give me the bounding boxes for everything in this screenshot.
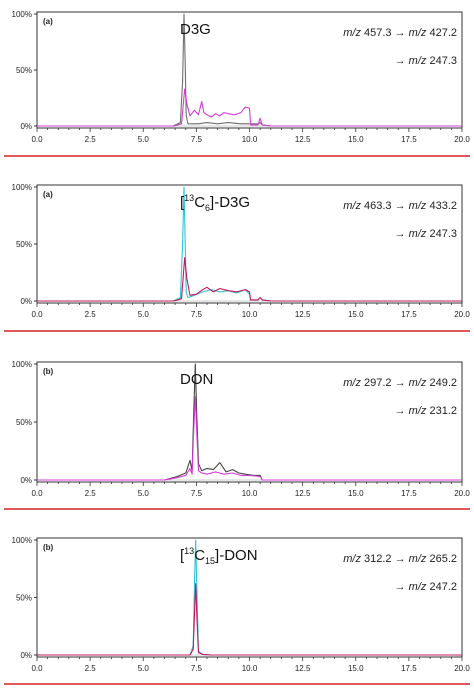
x-tick-label: 15.0 [348, 664, 364, 673]
panel-label: (a) [43, 190, 53, 199]
x-tick-label: 5.0 [138, 489, 150, 498]
x-tick-label: 15.0 [348, 310, 364, 319]
x-tick-label: 7.5 [191, 310, 203, 319]
y-tick-label: 50% [16, 240, 32, 249]
transition-line-1: m/z 297.2 → m/z 249.2 [343, 377, 457, 389]
y-tick-label: 100% [12, 183, 32, 192]
y-tick-label: 100% [12, 360, 32, 369]
transition-line-1: m/z 457.3 → m/z 427.2 [343, 27, 457, 39]
panel-label: (b) [43, 543, 54, 552]
compound-label: DON [180, 371, 213, 388]
chart-panel-1: 0% 50% 100% 0.0 2.5 5.0 7.5 10.0 12.5 15.0 17.5 20.… [4, 10, 470, 157]
y-tick-label: 50% [16, 418, 32, 427]
chart-panel-2: 0% 50% 100% 0.0 2.5 5.0 7.5 10.0 12.5 15.0 17.5 20.… [4, 183, 470, 332]
transition-line-2: → m/z 247.2 [395, 581, 457, 593]
series-trace-2 [37, 257, 462, 302]
y-tick-label: 0% [20, 476, 32, 485]
y-tick-label: 0% [20, 122, 32, 131]
x-tick-label: 17.5 [401, 310, 417, 319]
x-tick-label: 17.5 [401, 135, 417, 144]
x-tick-label: 0.0 [31, 664, 43, 673]
x-tick-label: 10.0 [242, 664, 258, 673]
compound-label: [13C6]-D3G [180, 193, 250, 213]
x-tick-label: 20.0 [454, 310, 470, 319]
transition-line-1: m/z 312.2 → m/z 265.2 [343, 553, 457, 565]
compound-label: D3G [180, 21, 211, 38]
panel-label: (b) [43, 367, 54, 376]
y-tick-label: 50% [16, 66, 32, 75]
y-tick-label: 0% [20, 651, 32, 660]
x-tick-label: 10.0 [242, 489, 258, 498]
x-tick-label: 20.0 [454, 135, 470, 144]
x-tick-label: 5.0 [138, 310, 150, 319]
chart-panel-3: 0% 50% 100% 0.0 2.5 5.0 7.5 10.0 12.5 15.0 17.5 20.… [4, 360, 470, 510]
chart-panel-4: 0% 50% 100% 0.0 2.5 5.0 7.5 10.0 12.5 15.0 17.5 20.… [4, 536, 470, 685]
x-tick-label: 12.5 [295, 664, 311, 673]
x-tick-label: 0.0 [31, 135, 43, 144]
x-tick-label: 20.0 [454, 664, 470, 673]
y-tick-label: 0% [20, 297, 32, 306]
x-tick-label: 0.0 [31, 310, 43, 319]
compound-label: [13C15]-DON [180, 546, 258, 566]
transition-line-2: → m/z 231.2 [395, 405, 457, 417]
series-trace-1 [37, 363, 462, 481]
x-tick-label: 5.0 [138, 664, 150, 673]
x-tick-label: 2.5 [85, 135, 97, 144]
transition-line-2: → m/z 247.3 [395, 55, 457, 67]
y-tick-label: 100% [12, 10, 32, 19]
x-tick-label: 2.5 [85, 310, 97, 319]
x-tick-label: 2.5 [85, 489, 97, 498]
series-trace-2 [37, 88, 462, 127]
x-tick-label: 12.5 [295, 489, 311, 498]
y-tick-label: 100% [12, 536, 32, 545]
x-tick-label: 12.5 [295, 135, 311, 144]
x-tick-label: 12.5 [295, 310, 311, 319]
transition-line-2: → m/z 247.3 [395, 228, 457, 240]
x-tick-label: 10.0 [242, 310, 258, 319]
x-tick-label: 7.5 [191, 489, 203, 498]
x-tick-label: 20.0 [454, 489, 470, 498]
x-tick-label: 7.5 [191, 135, 203, 144]
x-tick-label: 10.0 [242, 135, 258, 144]
x-tick-label: 17.5 [401, 664, 417, 673]
x-tick-label: 15.0 [348, 489, 364, 498]
series-trace-1 [37, 13, 462, 127]
series-trace-2 [37, 395, 462, 481]
transition-line-1: m/z 463.3 → m/z 433.2 [343, 200, 457, 212]
x-tick-label: 7.5 [191, 664, 203, 673]
y-tick-label: 50% [16, 594, 32, 603]
x-tick-label: 15.0 [348, 135, 364, 144]
x-tick-label: 2.5 [85, 664, 97, 673]
series-trace-2 [37, 583, 462, 656]
x-tick-label: 0.0 [31, 489, 43, 498]
x-tick-label: 5.0 [138, 135, 150, 144]
panel-label: (a) [43, 17, 53, 26]
x-tick-label: 17.5 [401, 489, 417, 498]
